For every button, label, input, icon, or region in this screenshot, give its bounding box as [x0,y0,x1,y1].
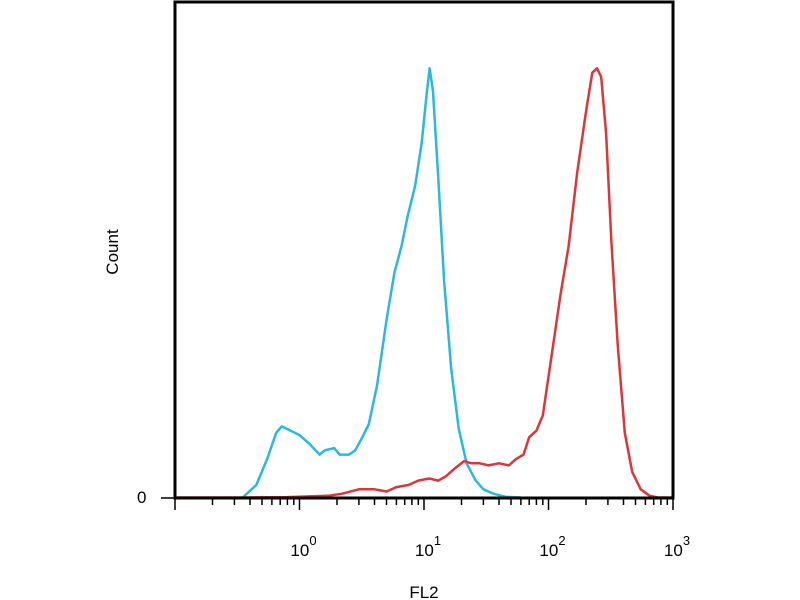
x-tick-label: 102 [539,533,565,560]
series-line-1 [241,67,521,499]
y-axis-title: Count [103,229,122,275]
series-layer [175,67,673,499]
x-axis-tick-labels: 100 101 102 103 [290,533,690,560]
x-axis-title: FL2 [409,583,438,600]
series-line-2 [175,67,673,499]
y-tick-label-zero: 0 [137,488,146,507]
plot-frame [173,0,675,500]
x-axis-ticks [161,497,674,510]
x-tick-label: 100 [290,533,316,560]
x-tick-label: 103 [664,533,690,560]
x-tick-label: 101 [415,533,441,560]
